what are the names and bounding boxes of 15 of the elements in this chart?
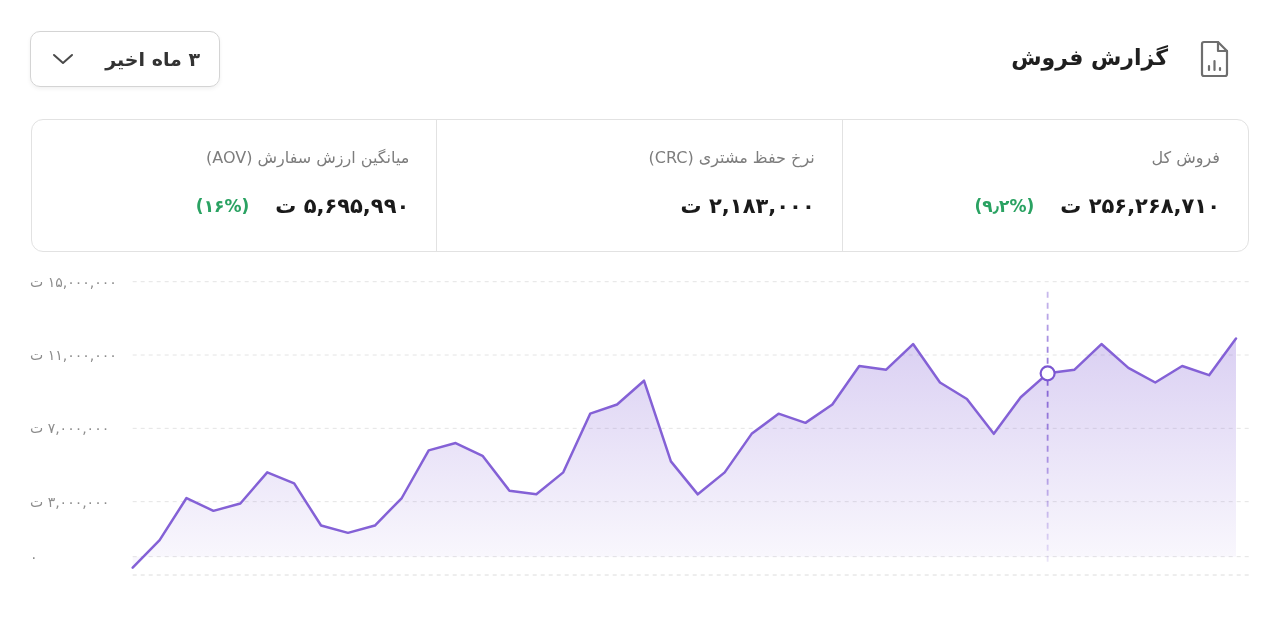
dropdown-button: ۳ ماه اخیر xyxy=(30,31,220,87)
text: گزارش فروش xyxy=(1011,44,1168,73)
text: میانگین ارزش سفارش (AOV) xyxy=(206,147,410,170)
text: نرخ حفظ مشتری (CRC) xyxy=(648,147,815,170)
y-tick-label: ۷,۰۰۰,۰۰۰ ت xyxy=(30,420,110,437)
text: (۱۶%) xyxy=(195,196,250,216)
y-tick-label: ۱۱,۰۰۰,۰۰۰ ت xyxy=(30,347,117,364)
text: فروش کل xyxy=(1151,147,1220,170)
text: ۲۵۶,۲۶۸,۷۱۰ ت xyxy=(1060,194,1220,218)
text: (۹٫۲%) xyxy=(974,196,1035,216)
text: ۲,۱۸۳,۰۰۰ ت xyxy=(680,194,815,218)
y-tick-label: ۱۵,۰۰۰,۰۰۰ ت xyxy=(30,273,117,290)
y-tick-label: ۰ xyxy=(30,548,38,565)
y-tick-label: ۳,۰۰۰,۰۰۰ ت xyxy=(30,493,110,510)
text: ۵,۶۹۵,۹۹۰ ت xyxy=(275,194,410,218)
